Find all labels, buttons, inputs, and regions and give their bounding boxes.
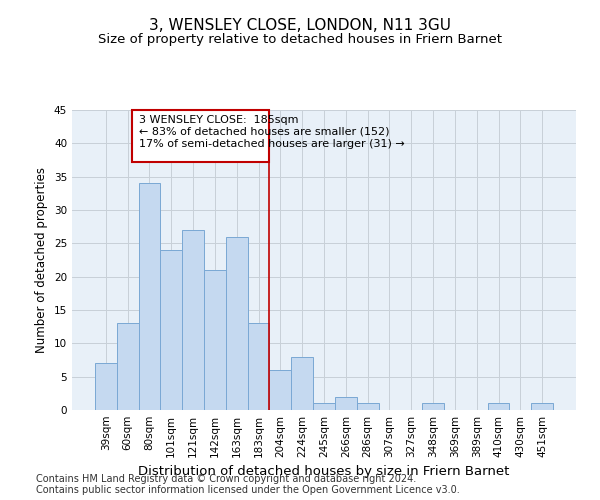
Bar — [488, 404, 509, 410]
Text: Size of property relative to detached houses in Friern Barnet: Size of property relative to detached ho… — [98, 32, 502, 46]
Bar — [182, 230, 204, 410]
Y-axis label: Number of detached properties: Number of detached properties — [35, 167, 49, 353]
Bar — [422, 404, 444, 410]
Bar — [95, 364, 117, 410]
Bar — [248, 324, 269, 410]
Bar — [226, 236, 248, 410]
Bar — [531, 404, 553, 410]
X-axis label: Distribution of detached houses by size in Friern Barnet: Distribution of detached houses by size … — [139, 466, 509, 478]
Bar — [139, 184, 160, 410]
Text: Contains public sector information licensed under the Open Government Licence v3: Contains public sector information licen… — [36, 485, 460, 495]
Text: 3, WENSLEY CLOSE, LONDON, N11 3GU: 3, WENSLEY CLOSE, LONDON, N11 3GU — [149, 18, 451, 32]
Bar — [204, 270, 226, 410]
FancyBboxPatch shape — [132, 110, 269, 162]
Bar — [335, 396, 357, 410]
Bar — [357, 404, 379, 410]
Bar — [269, 370, 291, 410]
Bar — [291, 356, 313, 410]
Text: 3 WENSLEY CLOSE:  185sqm
← 83% of detached houses are smaller (152)
17% of semi-: 3 WENSLEY CLOSE: 185sqm ← 83% of detache… — [139, 116, 404, 148]
Text: Contains HM Land Registry data © Crown copyright and database right 2024.: Contains HM Land Registry data © Crown c… — [36, 474, 416, 484]
Bar — [117, 324, 139, 410]
Bar — [313, 404, 335, 410]
Bar — [160, 250, 182, 410]
